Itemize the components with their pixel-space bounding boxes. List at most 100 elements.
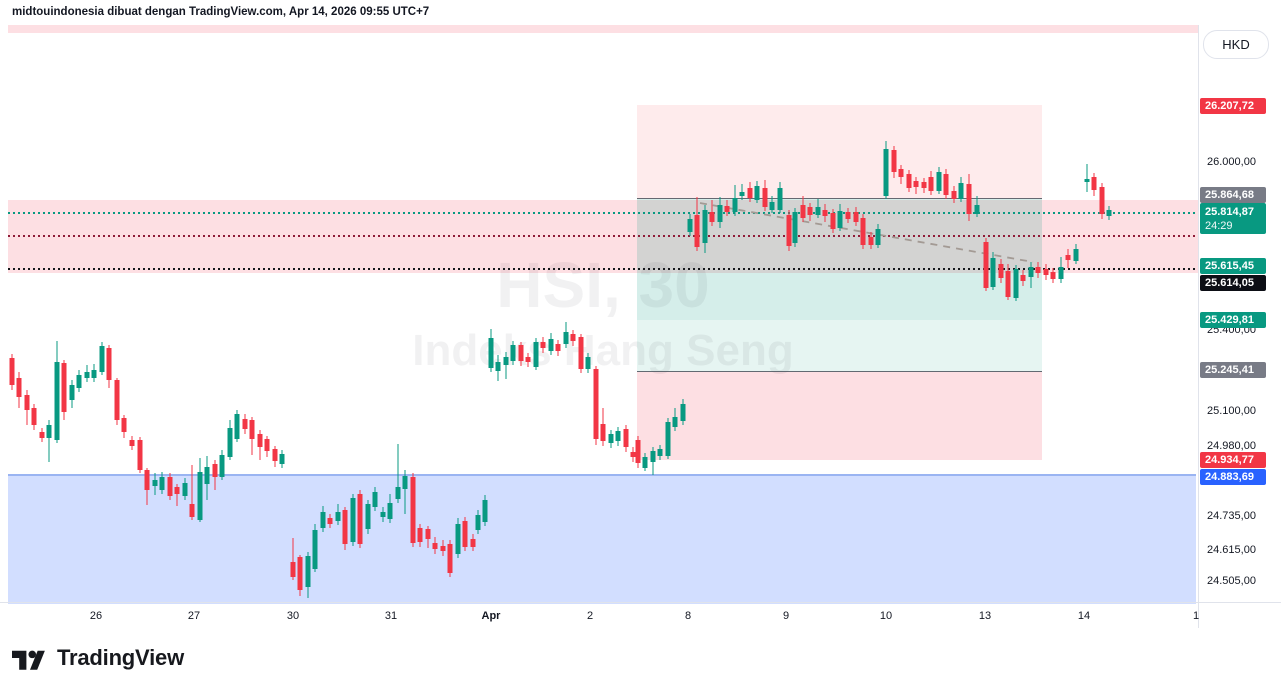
candle-body — [1020, 275, 1026, 281]
candle-body — [990, 258, 996, 287]
candle-body — [732, 198, 738, 212]
demand-zone-blue — [8, 474, 1196, 604]
candle-body — [913, 181, 919, 187]
price-label-badge: 25.814,87 24:29 — [1200, 203, 1266, 234]
candle-body — [672, 417, 678, 427]
candle-body — [845, 212, 851, 219]
candle-body — [657, 449, 663, 456]
candle-body — [1106, 210, 1112, 216]
candle-body — [1084, 179, 1090, 182]
candle-body — [482, 500, 488, 522]
candle-body — [1043, 269, 1049, 275]
price-label-badge: 25.245,41 — [1200, 362, 1266, 378]
candle-body — [747, 188, 753, 198]
price-label-badge: 26.207,72 — [1200, 98, 1266, 114]
candle-body — [578, 337, 584, 369]
time-axis-label: Apr — [481, 610, 501, 622]
candle-wick — [292, 538, 294, 580]
candle-body — [650, 451, 656, 462]
candle-body — [868, 237, 874, 245]
candle-body — [264, 439, 270, 451]
time-axis-label: 10 — [879, 610, 893, 622]
candle-body — [212, 464, 218, 477]
candle-body — [1091, 177, 1097, 190]
candle-body — [998, 264, 1004, 278]
candle-body — [455, 524, 461, 554]
time-axis-label: 31 — [384, 610, 398, 622]
dashed-trendline — [699, 202, 1034, 263]
candle-body — [189, 504, 195, 517]
candle-body — [966, 184, 972, 214]
candle-body — [717, 205, 723, 222]
candle-body — [822, 210, 828, 216]
candle-body — [921, 182, 927, 188]
candle-body — [1005, 271, 1011, 297]
candle-body — [432, 543, 438, 549]
attribution-text: midtouindonesia dibuat dengan TradingVie… — [12, 6, 430, 18]
candle-body — [159, 477, 165, 490]
candle-body — [883, 149, 889, 196]
candle-body — [357, 494, 363, 544]
candle-body — [665, 422, 671, 456]
candle-body — [800, 205, 806, 218]
price-label-badge: 25.864,68 — [1200, 187, 1266, 203]
candle-body — [635, 440, 641, 463]
candle-body — [182, 483, 188, 496]
candle-body — [335, 512, 341, 521]
candle-body — [402, 476, 408, 489]
candle-body — [974, 205, 980, 214]
candle-body — [951, 191, 957, 199]
time-axis[interactable]: 26 27 30 31 Apr 2 8 9 10 13 14 1 — [0, 603, 1281, 628]
candle-body — [257, 434, 263, 447]
price-axis[interactable]: 26.000,00 25.400,00 25.100,00 24.980,00 24.7… — [1199, 25, 1281, 602]
candle-body — [1065, 255, 1071, 260]
time-axis-label: 9 — [782, 610, 790, 622]
candle-body — [249, 420, 255, 439]
candle-body — [410, 477, 416, 543]
price-label-badge: 24.883,69 — [1200, 469, 1266, 485]
currency-button[interactable]: HKD — [1203, 30, 1269, 59]
time-axis-label: 13 — [978, 610, 992, 622]
range-rectangle-section-3 — [637, 372, 1042, 460]
candle-body — [769, 202, 775, 210]
candle-body — [1050, 272, 1056, 279]
candle-body — [372, 492, 378, 507]
time-axis-label: 8 — [684, 610, 692, 622]
candle-body — [16, 378, 22, 397]
candle-body — [227, 428, 233, 457]
candle-wick — [191, 465, 193, 520]
time-axis-label: 30 — [286, 610, 300, 622]
tradingview-logo[interactable]: TradingView — [12, 644, 184, 672]
candle-body — [1058, 267, 1064, 279]
candle-body — [928, 177, 934, 191]
candle-wick — [48, 420, 50, 462]
candle-body — [69, 385, 75, 400]
upper-zone-strip — [8, 25, 1198, 33]
candle-body — [350, 498, 356, 542]
time-axis-label: 26 — [89, 610, 103, 622]
candle-body — [853, 212, 859, 222]
candle-body — [440, 546, 446, 551]
candle-body — [680, 404, 686, 421]
time-axis-label: 14 — [1077, 610, 1091, 622]
candle-body — [204, 467, 210, 484]
candle-body — [290, 562, 296, 577]
candle-body — [503, 357, 509, 365]
candle-body — [786, 215, 792, 246]
candle-body — [99, 346, 105, 372]
price-axis-label: 25.100,00 — [1207, 405, 1256, 417]
candle-body — [709, 212, 715, 222]
candle-body — [320, 512, 326, 528]
time-axis-label: 27 — [187, 610, 201, 622]
candle-body — [475, 515, 481, 530]
time-axis-border — [0, 602, 1281, 603]
candle-body — [144, 470, 150, 490]
candle-body — [943, 174, 949, 195]
candle-body — [61, 363, 67, 412]
time-axis-label: 2 — [586, 610, 594, 622]
candle-body — [1073, 249, 1079, 261]
candle-wick — [397, 444, 399, 503]
candle-body — [380, 512, 386, 517]
